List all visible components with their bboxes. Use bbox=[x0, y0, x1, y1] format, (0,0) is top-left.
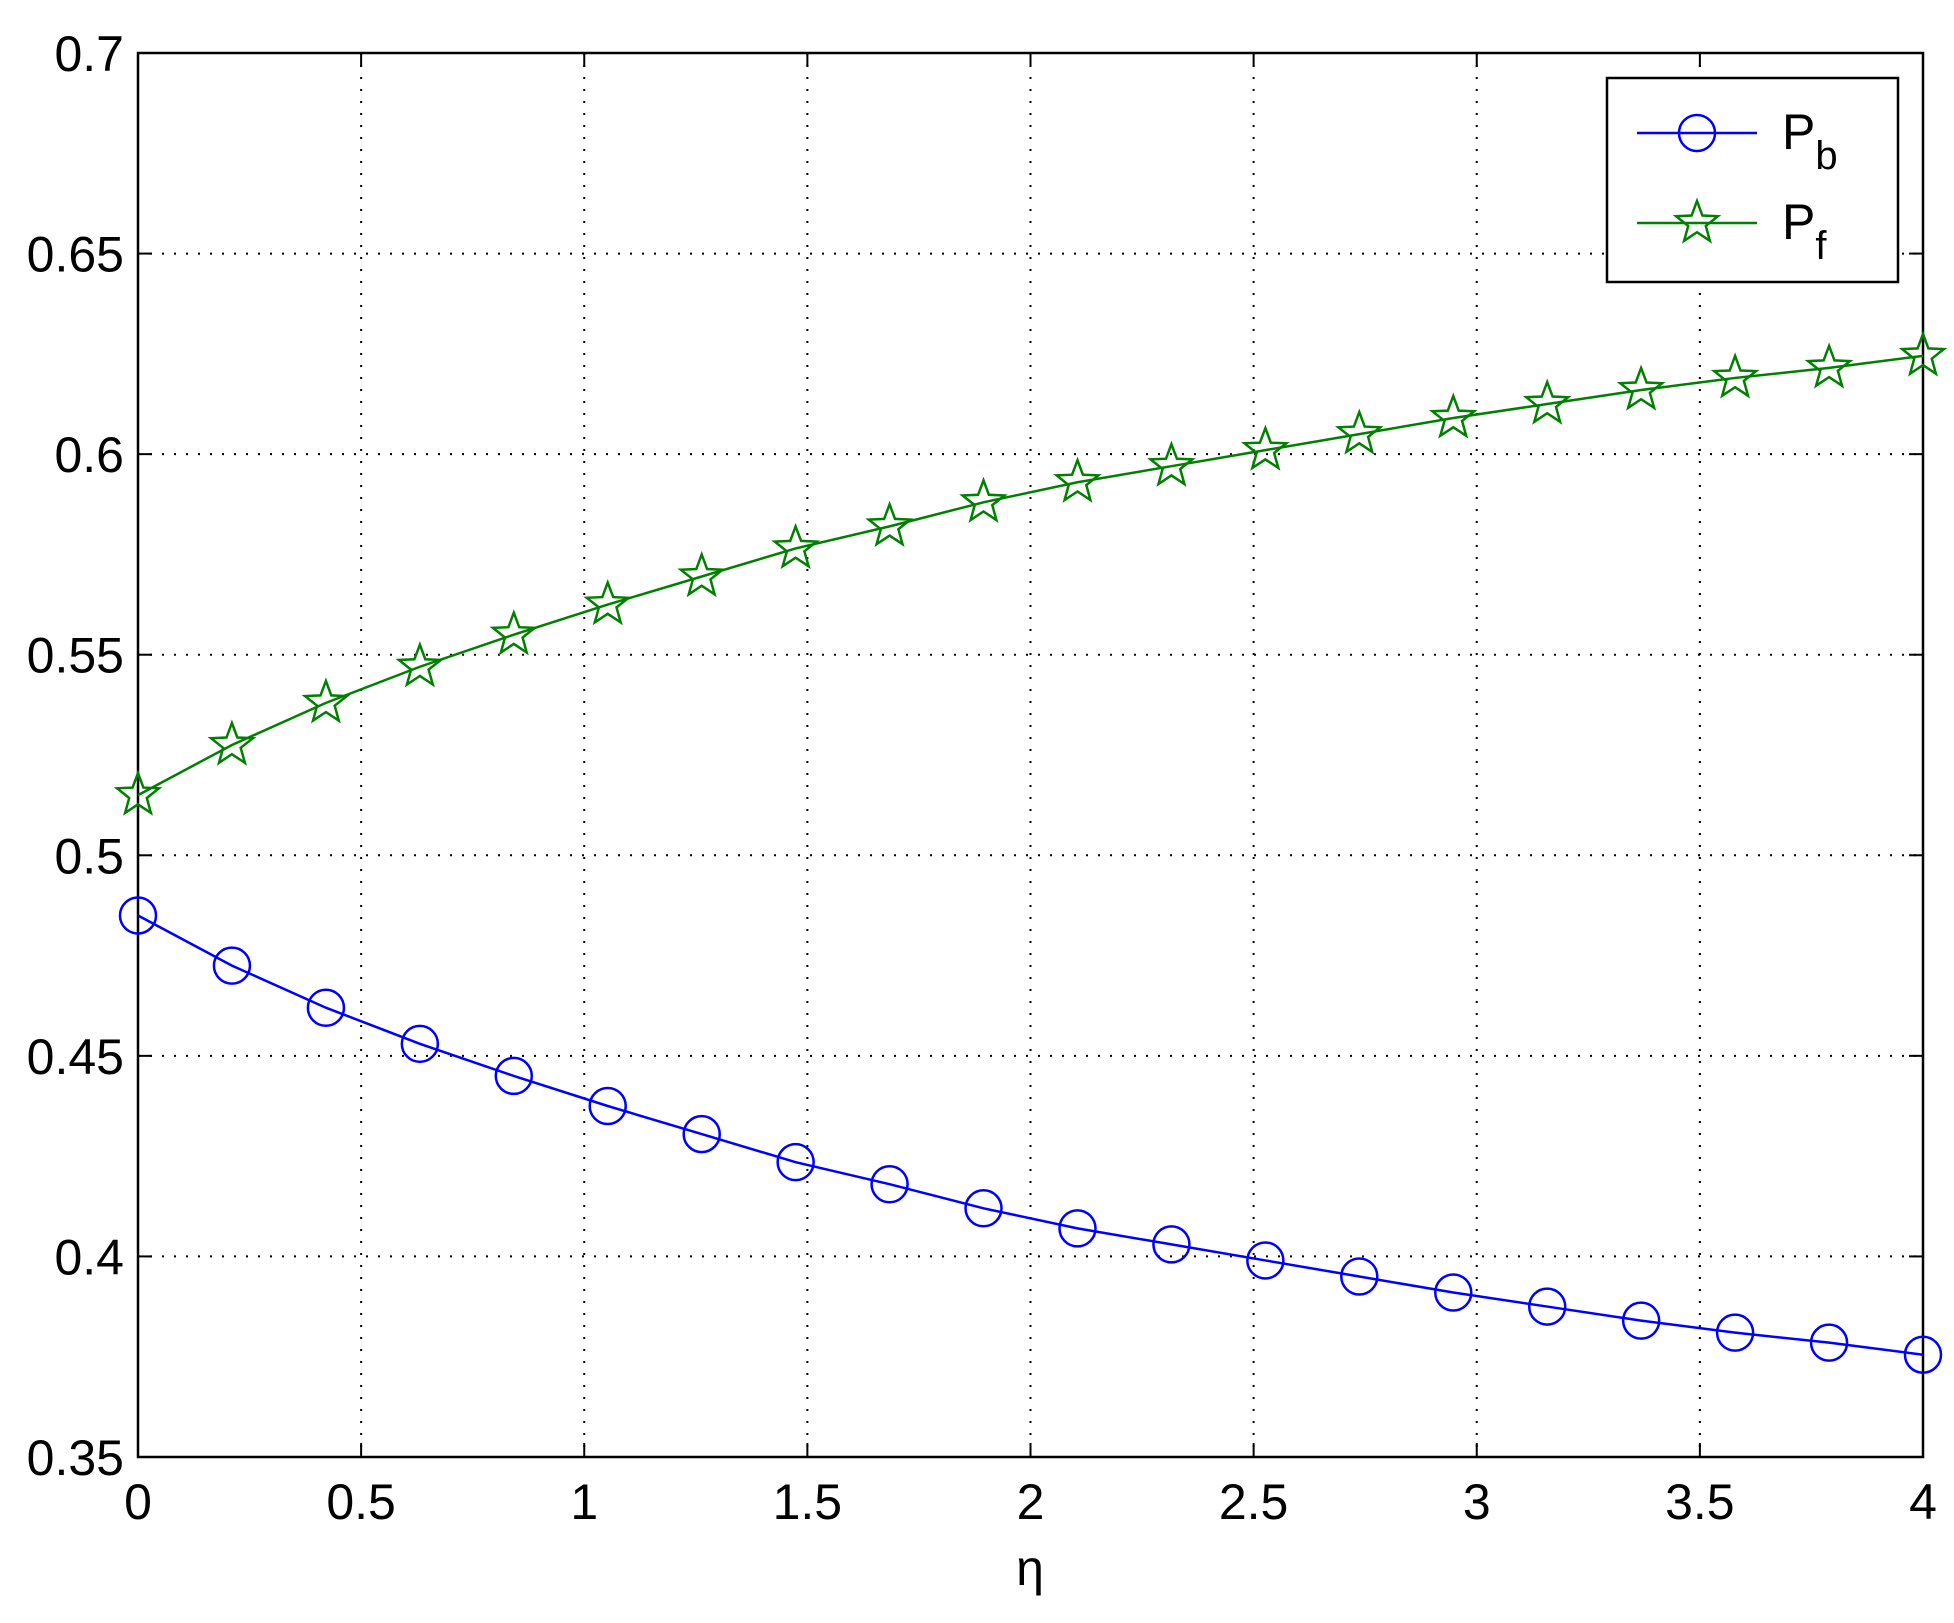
marker bbox=[1903, 1335, 1943, 1374]
marker bbox=[865, 500, 914, 547]
y-tick-label: 0.65 bbox=[27, 227, 124, 283]
x-tick-label: 2.5 bbox=[1219, 1474, 1289, 1530]
marker bbox=[395, 641, 445, 688]
marker bbox=[1152, 1225, 1191, 1264]
marker bbox=[1898, 330, 1948, 377]
y-tick-label: 0.6 bbox=[54, 427, 124, 483]
series-line bbox=[137, 914, 1924, 1356]
y-tick-label: 0.7 bbox=[54, 26, 124, 82]
marker bbox=[771, 522, 820, 570]
marker bbox=[1429, 392, 1478, 439]
x-tick-label: 0.5 bbox=[326, 1474, 396, 1530]
marker bbox=[489, 609, 539, 656]
legend-marker bbox=[1677, 113, 1717, 153]
marker bbox=[1522, 378, 1572, 425]
marker bbox=[776, 1142, 815, 1182]
legend-label: Pf bbox=[1782, 194, 1827, 268]
marker bbox=[583, 579, 632, 626]
x-tick-label: 3 bbox=[1463, 1474, 1491, 1530]
marker bbox=[1246, 1241, 1285, 1280]
marker bbox=[1715, 1313, 1755, 1352]
marker bbox=[1616, 364, 1666, 411]
y-tick-label: 0.55 bbox=[27, 628, 124, 684]
marker bbox=[588, 1086, 627, 1126]
y-tick-label: 0.35 bbox=[27, 1430, 124, 1486]
legend-label: Pb bbox=[1782, 104, 1838, 178]
series-line bbox=[137, 354, 1924, 797]
marker bbox=[400, 1024, 440, 1064]
y-tick-label: 0.5 bbox=[54, 828, 124, 884]
marker bbox=[306, 988, 346, 1027]
legend-marker bbox=[1672, 197, 1722, 244]
x-tick-label: 3.5 bbox=[1665, 1474, 1735, 1530]
marker bbox=[494, 1056, 534, 1096]
x-tick-label: 0 bbox=[124, 1474, 152, 1530]
marker bbox=[1809, 1323, 1849, 1362]
legend-box bbox=[1605, 76, 1900, 284]
y-tick-label: 0.4 bbox=[54, 1229, 124, 1285]
marker bbox=[1147, 440, 1196, 487]
marker bbox=[959, 476, 1008, 523]
marker bbox=[870, 1164, 909, 1204]
marker bbox=[212, 946, 252, 985]
x-tick-label: 2 bbox=[1017, 1474, 1045, 1530]
marker bbox=[118, 896, 158, 935]
x-axis-label: η bbox=[1016, 1540, 1044, 1596]
marker bbox=[1053, 456, 1102, 503]
marker bbox=[1335, 408, 1384, 455]
marker bbox=[1340, 1257, 1379, 1296]
x-tick-label: 1 bbox=[570, 1474, 598, 1530]
x-tick-label: 4 bbox=[1909, 1474, 1937, 1530]
marker bbox=[1434, 1273, 1473, 1312]
y-tick-label: 0.45 bbox=[27, 1029, 124, 1085]
marker bbox=[1527, 1287, 1567, 1326]
marker bbox=[1058, 1209, 1097, 1248]
marker bbox=[1804, 342, 1854, 389]
x-tick-label: 1.5 bbox=[773, 1474, 843, 1530]
marker bbox=[301, 677, 351, 724]
marker bbox=[964, 1189, 1003, 1228]
marker bbox=[677, 550, 726, 598]
marker bbox=[1710, 352, 1760, 399]
plot-frame bbox=[136, 51, 1925, 1459]
marker bbox=[113, 769, 163, 816]
marker bbox=[1621, 1301, 1661, 1340]
marker bbox=[207, 719, 257, 766]
marker bbox=[682, 1114, 721, 1154]
marker bbox=[1240, 424, 1290, 471]
